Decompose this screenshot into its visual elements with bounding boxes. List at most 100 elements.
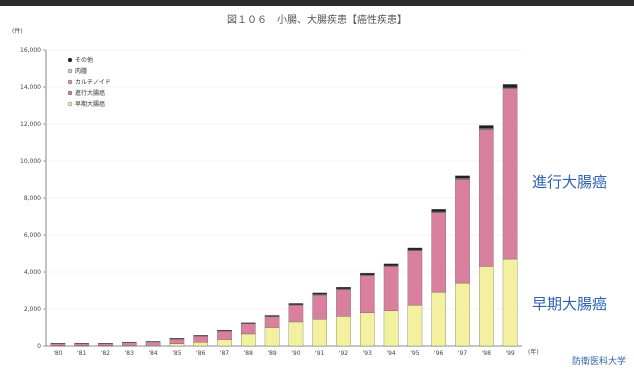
bar-segment: [455, 179, 470, 284]
y-tick-label: 16,000: [20, 47, 41, 54]
bar-segment: [193, 342, 208, 347]
x-tick-label: '80: [53, 350, 62, 357]
bar-segment: [455, 175, 470, 179]
bar-segment: [383, 266, 399, 312]
legend-marker: [67, 57, 73, 63]
legend-marker: [67, 90, 73, 96]
bar-segment: [336, 287, 351, 289]
legend-label: その他: [75, 56, 93, 64]
y-tick-label: 2,000: [24, 306, 41, 313]
bar-segment: [407, 247, 423, 251]
bar-segment: [217, 329, 232, 331]
x-axis-unit: (年): [528, 348, 539, 356]
x-tick-label: '96: [434, 350, 443, 357]
chart-title: 図１０６ 小腸、大腸疾患【癌性疾患】: [227, 15, 407, 26]
y-tick-label: 6,000: [24, 232, 41, 239]
legend-label: 進行大腸癌: [75, 89, 105, 97]
y-tick-label: 14,000: [20, 84, 41, 91]
x-tick-label: '83: [125, 350, 134, 357]
bar-segment: [407, 250, 423, 306]
y-tick-label: 4,000: [24, 269, 41, 276]
bar-segment: [431, 209, 446, 212]
early-cancer-annotation: 早期大腸癌: [532, 295, 607, 313]
x-tick-label: '85: [172, 350, 181, 357]
y-tick-label: 12,000: [20, 121, 41, 128]
y-axis: 0 2,000 4,000 6,000 8,000 10,000 12,000 14,000 1…: [20, 47, 522, 350]
top-bar: [0, 0, 634, 6]
bar-segment: [502, 258, 518, 347]
x-tick-label: '91: [315, 350, 324, 357]
bar-segment: [312, 292, 327, 295]
source-label: 防衛医科大学: [571, 357, 626, 367]
bar-segment: [122, 342, 137, 346]
bar-segment: [288, 321, 304, 347]
bar-segment: [455, 282, 470, 347]
y-tick-label: 10,000: [20, 158, 41, 165]
y-tick-label: 8,000: [24, 195, 41, 202]
x-axis: '80 '81 '82 '83 '84 '85 '86 '87 '88 '89 '90 '91 '92 '…: [53, 350, 515, 357]
x-tick-label: '82: [101, 350, 110, 357]
bar-segment: [502, 84, 518, 88]
bar-segment: [264, 327, 280, 347]
legend-marker: [67, 79, 73, 85]
bar-segment: [502, 88, 518, 260]
x-tick-label: '81: [77, 350, 86, 357]
bar-segment: [145, 341, 161, 346]
bar-segment: [479, 129, 494, 267]
bar-segment: [169, 343, 185, 347]
bar-segment: [479, 125, 494, 129]
x-tick-label: '87: [220, 350, 229, 357]
bar-segment: [264, 316, 280, 328]
bar-segment: [74, 343, 89, 346]
bar-segment: [217, 339, 232, 347]
x-tick-label: '99: [505, 350, 514, 357]
legend-label: 肉腫: [75, 67, 87, 75]
bar-segment: [383, 263, 399, 266]
legend-label: カルチノイド: [75, 79, 111, 86]
advanced-cancer-annotation: 進行大腸癌: [532, 173, 607, 191]
bar-segment: [383, 310, 399, 347]
bar-segment: [169, 338, 185, 339]
bar-segment: [288, 303, 304, 305]
x-tick-label: '89: [267, 350, 276, 357]
bar-segment: [479, 266, 494, 347]
bar-segment: [241, 333, 256, 347]
bar-segment: [169, 339, 185, 344]
legend-marker: [67, 68, 73, 74]
bar-segment: [241, 322, 256, 324]
bar-segment: [217, 331, 232, 340]
bar-segment: [288, 305, 304, 323]
y-tick-label: 0: [37, 343, 41, 350]
bar-segment: [336, 316, 351, 347]
x-tick-label: '94: [386, 350, 395, 357]
x-tick-label: '93: [363, 350, 372, 357]
x-tick-label: '97: [458, 350, 467, 357]
bar-segment: [98, 343, 113, 346]
x-tick-label: '86: [196, 350, 205, 357]
legend-label: 早期大腸癌: [75, 100, 105, 108]
bar-segment: [431, 292, 446, 347]
x-tick-label: '95: [410, 350, 419, 357]
bar-segment: [360, 312, 375, 347]
x-tick-label: '98: [482, 350, 491, 357]
bar-segment: [241, 323, 256, 335]
bar-segment: [360, 275, 375, 313]
bar-segment: [407, 305, 423, 347]
x-tick-label: '88: [244, 350, 253, 357]
bar-segment: [360, 272, 375, 276]
bar-segment: [193, 336, 208, 343]
x-tick-label: '90: [291, 350, 300, 357]
legend-marker: [67, 101, 73, 107]
bar-segment: [312, 294, 327, 320]
bar-segment: [264, 315, 280, 317]
bar-segment: [336, 289, 351, 317]
x-tick-label: '84: [148, 350, 157, 357]
bar-segment: [50, 343, 66, 346]
x-tick-label: '92: [339, 350, 348, 357]
bar-segment: [193, 335, 208, 336]
bars: [50, 84, 518, 347]
bar-segment: [431, 212, 446, 293]
bar-segment: [312, 319, 327, 347]
